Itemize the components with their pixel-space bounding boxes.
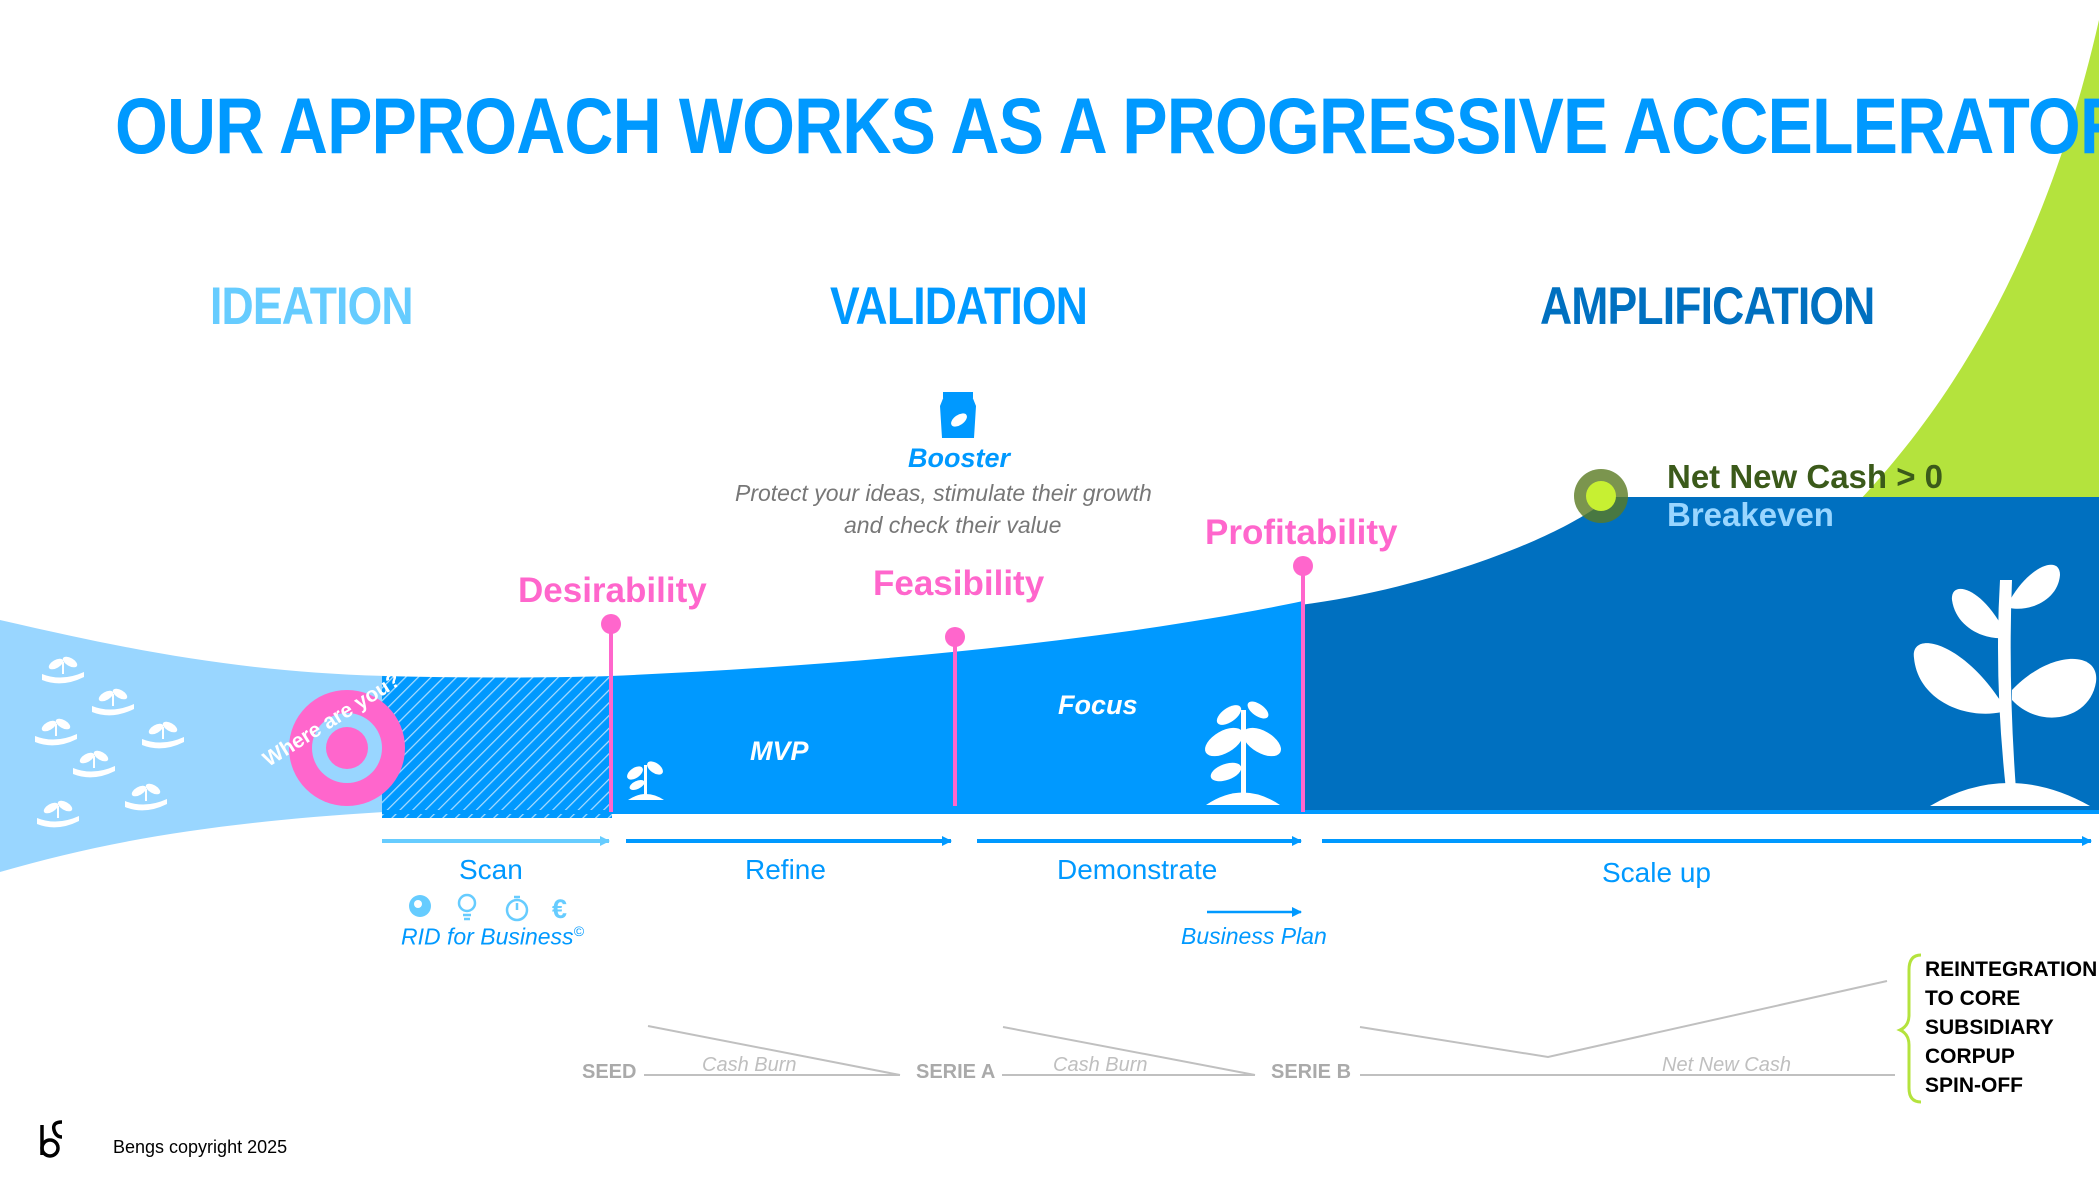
logo-mark [40,1120,63,1158]
step-refine: Refine [745,854,826,885]
focus-label: Focus [1058,690,1138,720]
exit-option: REINTEGRATION [1925,958,2098,981]
plant-hand-icon [35,656,184,828]
round-serie-b: SERIE B [1271,1061,1352,1083]
step-scan: Scan [459,854,523,885]
feasibility-pin [945,627,965,806]
booster-title: Booster [908,443,1011,473]
step-demonstrate: Demonstrate [1057,854,1218,885]
page-title: OUR APPROACH WORKS AS A PROGRESSIVE ACCE… [115,81,2099,170]
seed-bag-icon [940,392,976,438]
desirability-pin [601,614,621,812]
euro-icon: € [552,894,568,924]
brain-icon [409,895,431,917]
net-new-cash-label: Net New Cash > 0 [1667,458,1944,495]
exit-option: CORPUP [1925,1045,2015,1068]
exit-option: TO CORE [1925,987,2021,1010]
exit-option: SPIN-OFF [1925,1074,2023,1097]
breakeven-marker [1574,469,1628,523]
booster-line-2: and check their value [844,512,1062,538]
phase-amplification: AMPLIFICATION [1540,277,1875,336]
scan-hatched-area [382,676,612,818]
timer-icon [505,895,529,922]
sprout-icon [627,761,664,800]
target-icon [289,690,405,806]
phase-validation: VALIDATION [830,277,1088,336]
exit-options: REINTEGRATION TO CORE SUBSIDIARY CORPUP … [1925,955,2097,1100]
copyright: Bengs copyright 2025 [113,1137,288,1157]
funding-lines [644,980,1895,1076]
rid-for-business: RID for Business© [401,923,584,950]
cash-burn-label-1: Cash Burn [702,1054,797,1076]
round-seed: SEED [582,1061,637,1083]
business-plan-label: Business Plan [1181,923,1327,949]
breakeven-label: Breakeven [1667,496,1834,533]
bulb-icon [457,893,477,921]
mvp-label: MVP [750,736,809,766]
plant-icon [1205,701,1281,805]
ideation-funnel [0,620,385,872]
phase-ideation: IDEATION [210,277,414,336]
milestone-feasibility: Feasibility [873,564,1045,603]
exit-option: SUBSIDIARY [1925,1016,2054,1039]
big-plant-icon [1913,564,2097,806]
round-serie-a: SERIE A [916,1061,996,1083]
amplification-area [1300,497,2099,812]
milestone-desirability: Desirability [518,571,707,610]
milestone-profitability: Profitability [1205,513,1398,552]
booster-line-1: Protect your ideas, stimulate their grow… [735,480,1152,506]
exits-bracket [1896,953,1922,1104]
net-new-cash-timeline-label: Net New Cash [1662,1054,1791,1076]
profitability-pin [1293,556,1313,812]
step-scale-up: Scale up [1602,857,1711,888]
cash-burn-label-2: Cash Burn [1053,1054,1148,1076]
